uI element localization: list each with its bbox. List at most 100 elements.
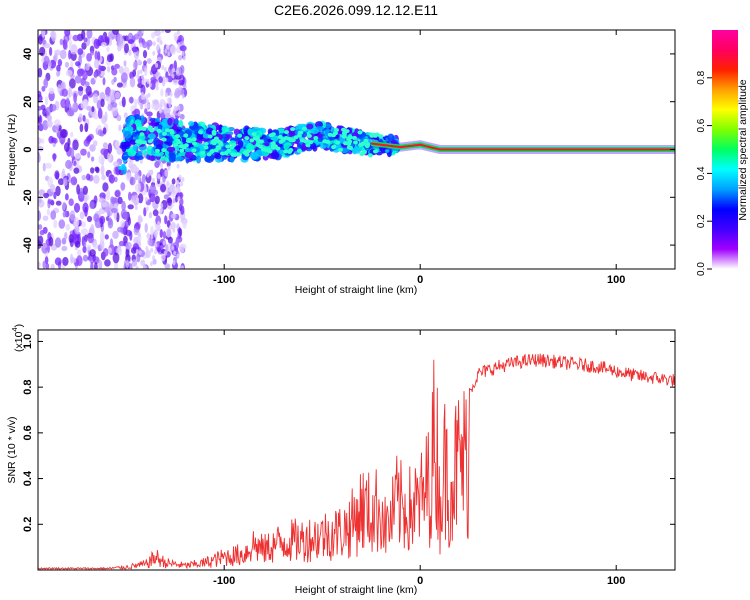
band-peak — [161, 148, 167, 153]
band-blob — [353, 146, 362, 154]
noise-blob — [73, 202, 81, 213]
band-blob — [385, 148, 390, 153]
noise-blob — [39, 46, 46, 57]
band-peak — [296, 133, 302, 138]
noise-blob — [181, 51, 185, 56]
spectrogram-y-tick-label: -40 — [22, 237, 34, 253]
noise-blob — [98, 154, 105, 165]
band-peak — [225, 144, 231, 149]
noise-blob — [149, 184, 157, 194]
spectrogram-y-tick-label: 20 — [22, 96, 34, 108]
band-peak — [139, 132, 145, 137]
band-peak — [283, 149, 289, 154]
noise-blob — [123, 212, 128, 220]
noise-blob — [38, 94, 43, 103]
band-peak — [331, 145, 337, 150]
spectrogram-blobs — [38, 30, 675, 269]
noise-blob — [89, 201, 95, 210]
noise-blob — [90, 156, 95, 162]
band-blob — [122, 155, 128, 161]
noise-blob — [134, 221, 141, 230]
noise-blob — [101, 42, 107, 48]
band-peak — [288, 138, 294, 143]
noise-blob — [78, 86, 84, 92]
noise-blob — [86, 30, 93, 39]
band-peak — [220, 151, 225, 156]
band-peak — [191, 137, 197, 142]
noise-blob — [106, 46, 110, 53]
noise-blob — [49, 46, 53, 56]
band-blob — [229, 156, 235, 163]
noise-blob — [73, 160, 77, 166]
snr-scale-exponent: 4 — [10, 327, 19, 331]
band-peak — [209, 149, 215, 154]
noise-blob — [97, 129, 104, 137]
noise-blob — [175, 238, 180, 249]
band-blob — [337, 125, 343, 134]
band-peak — [255, 143, 261, 147]
noise-blob — [54, 257, 62, 266]
band-peak — [363, 138, 369, 143]
noise-blob — [84, 122, 89, 133]
noise-blob — [91, 106, 95, 113]
band-peak — [259, 139, 264, 144]
noise-blob — [160, 162, 163, 168]
band-peak — [268, 133, 274, 138]
noise-blob — [152, 255, 156, 261]
noise-blob — [158, 76, 163, 84]
band-peak — [372, 149, 378, 154]
band-peak — [198, 130, 203, 135]
noise-blob — [164, 263, 171, 269]
band-peak — [305, 143, 311, 148]
noise-blob — [70, 147, 75, 159]
noise-blob — [172, 79, 179, 86]
noise-blob — [82, 70, 88, 81]
noise-blob — [56, 64, 61, 72]
noise-blob — [92, 256, 100, 265]
noise-blob — [93, 174, 100, 184]
noise-blob — [108, 217, 112, 226]
band-peak — [211, 129, 217, 134]
noise-blob — [177, 111, 181, 117]
noise-blob — [118, 124, 122, 132]
noise-blob — [53, 191, 57, 200]
noise-blob — [175, 106, 179, 112]
noise-blob — [178, 85, 182, 91]
noise-blob — [117, 226, 124, 233]
noise-blob — [178, 79, 185, 86]
noise-blob — [86, 173, 91, 181]
noise-blob — [38, 195, 42, 204]
noise-blob — [99, 207, 104, 214]
noise-blob — [48, 236, 54, 247]
band-blob — [167, 117, 173, 126]
colorbar-tick-label: 0.6 — [696, 118, 707, 132]
noise-blob — [38, 235, 44, 246]
noise-blob — [92, 113, 99, 120]
noise-blob — [163, 101, 167, 107]
noise-blob — [109, 238, 114, 250]
band-blob — [272, 136, 278, 143]
band-blob — [255, 149, 264, 157]
noise-blob — [177, 42, 181, 48]
noise-blob — [70, 253, 74, 264]
band-blob — [161, 118, 167, 127]
noise-blob — [59, 38, 64, 46]
band-blob — [221, 126, 230, 133]
snr-frame — [37, 329, 676, 571]
noise-blob — [125, 259, 129, 269]
noise-blob — [42, 215, 49, 221]
noise-blob — [61, 88, 68, 97]
band-peak — [141, 126, 147, 131]
noise-blob — [143, 207, 147, 217]
noise-blob — [102, 127, 107, 135]
noise-blob — [179, 113, 185, 120]
noise-blob — [175, 69, 179, 75]
noise-blob — [142, 50, 148, 59]
noise-blob — [44, 162, 52, 169]
noise-blob — [73, 92, 77, 103]
noise-blob — [167, 75, 174, 83]
noise-blob — [38, 189, 45, 196]
noise-blob — [113, 161, 120, 168]
chart-title: C2E6.2026.099.12.12.E11 — [274, 2, 438, 18]
noise-blob — [181, 177, 185, 182]
